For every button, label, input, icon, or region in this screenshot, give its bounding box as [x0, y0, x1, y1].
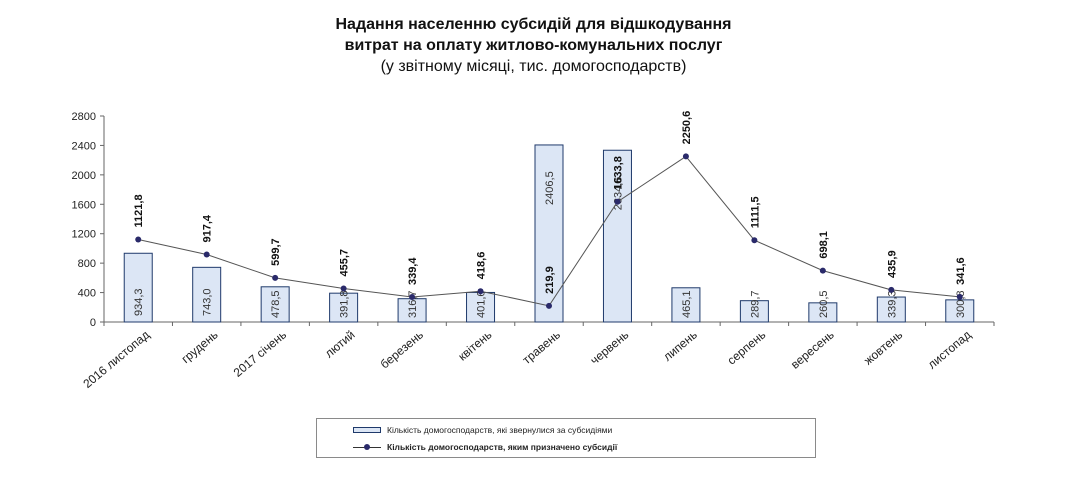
line-point [819, 267, 826, 274]
line-point [340, 285, 347, 292]
line-point [203, 251, 210, 258]
y-tick-label: 2400 [72, 140, 96, 152]
bar [466, 291, 496, 323]
legend-label-line: Кількість домогосподарств, яким призначе… [387, 442, 618, 452]
y-tick-label: 800 [78, 258, 96, 270]
legend-item-line: Кількість домогосподарств, яким призначе… [353, 439, 617, 455]
bar [808, 302, 838, 323]
line-point [546, 302, 552, 309]
line-point [956, 293, 963, 300]
x-tick-label: березень [378, 328, 426, 372]
line-data-label: 1111,5 [749, 196, 761, 228]
y-tick-label: 0 [90, 317, 96, 329]
line-data-label: 2250,6 [681, 111, 693, 145]
chart-title-line-3: (у звітному місяці, тис. домогосподарств… [380, 58, 687, 75]
line-point [477, 288, 484, 295]
y-tick-label: 1200 [72, 229, 96, 241]
line-data-label: 219,9 [544, 266, 556, 294]
legend-item-bars: Кількість домогосподарств, які звернулис… [353, 422, 612, 438]
x-tick-label: 2017 січень [231, 328, 289, 380]
line-data-label: 1633,8 [612, 156, 624, 190]
line-point [751, 237, 758, 244]
line-point [272, 274, 279, 281]
line-data-label: 917,4 [202, 214, 214, 242]
legend-label-bars: Кількість домогосподарств, які звернулис… [387, 425, 613, 435]
line-data-label: 599,7 [270, 238, 282, 266]
bar-data-label: 478,5 [270, 290, 282, 318]
bar-data-label: 401,6 [476, 290, 488, 318]
bar-data-label: 934,3 [133, 288, 145, 316]
line-data-label: 698,1 [818, 231, 830, 259]
bar [671, 287, 701, 323]
chart-title-line-1: Надання населенню субсидій для відшкодув… [335, 16, 732, 33]
bar [602, 149, 632, 323]
chart-legend: Кількість домогосподарств, які звернулис… [316, 418, 816, 458]
bar-data-label: 391,8 [339, 290, 351, 318]
line-data-label: 341,6 [955, 257, 967, 285]
bar [945, 299, 975, 323]
x-tick-label: 2016 листопад [80, 328, 152, 391]
line-point [682, 153, 689, 160]
line-point [888, 286, 895, 293]
x-tick-label: жовтень [861, 328, 905, 368]
line-data-label: 1121,8 [133, 194, 145, 227]
bar [192, 266, 222, 323]
bar [876, 296, 906, 323]
line-data-label: 435,9 [886, 250, 898, 278]
line-point [409, 294, 416, 301]
line-point [614, 198, 621, 205]
bar-data-label: 2406,5 [544, 171, 556, 205]
line-data-label: 418,6 [476, 252, 488, 280]
y-tick-label: 400 [78, 288, 96, 300]
y-tick-label: 1600 [72, 199, 96, 211]
bar-data-label: 465,1 [681, 290, 693, 318]
chart-title: Надання населенню субсидій для відшкодув… [0, 14, 1067, 77]
x-tick-label: грудень [179, 328, 221, 366]
chart-title-line-2: витрат на оплату житлово-комунальних пос… [344, 37, 723, 54]
bar-data-label: 260,5 [818, 290, 830, 318]
x-tick-label: травень [520, 328, 563, 367]
line-data-label: 339,4 [407, 257, 419, 285]
x-tick-label: червень [588, 328, 632, 368]
x-tick-label: лютий [322, 328, 358, 361]
x-tick-label: серпень [725, 328, 769, 368]
bar [329, 292, 359, 323]
line-data-label: 455,7 [339, 249, 351, 277]
bar [260, 286, 290, 323]
bar [123, 252, 153, 323]
line-point [135, 236, 142, 243]
y-tick-label: 2000 [72, 170, 96, 182]
y-tick-label: 2800 [72, 111, 96, 123]
bar-data-label: 743,0 [202, 288, 214, 316]
bar-data-label: 339,3 [886, 290, 898, 318]
bar-data-label: 289,7 [749, 290, 761, 318]
x-tick-label: вересень [788, 328, 837, 372]
bar [739, 300, 769, 323]
legend-bar-swatch [353, 427, 381, 433]
x-tick-label: квітень [455, 328, 494, 364]
x-tick-label: липень [660, 328, 699, 364]
x-tick-label: листопад [925, 328, 974, 372]
legend-line-swatch [353, 443, 381, 451]
